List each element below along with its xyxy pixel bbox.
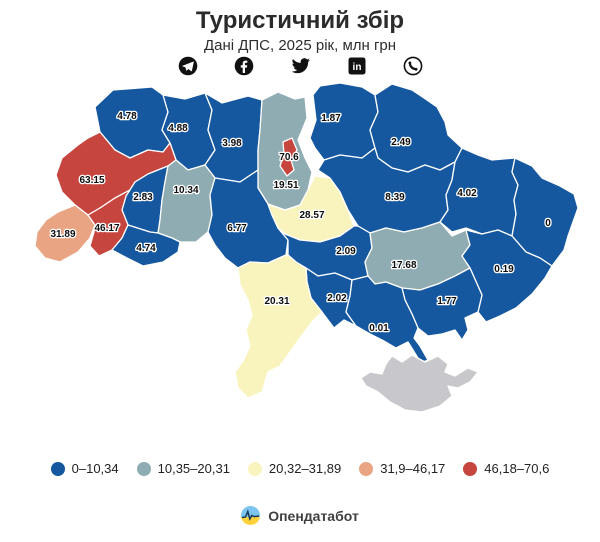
brand-name: Опендатабот [268, 507, 359, 524]
region-kyiv-city[interactable] [279, 137, 298, 177]
region-label-zhytomyr: 3.98 [222, 138, 242, 149]
legend-swatch [247, 461, 262, 476]
svg-text:in: in [352, 62, 361, 73]
region-label-rivne: 4.88 [168, 123, 188, 134]
legend-item: 46,18–70,6 [463, 461, 549, 476]
region-chernivtsi[interactable] [111, 224, 181, 267]
region-label-lviv: 63.15 [79, 175, 104, 186]
region-label-zaporizhzhia: 1.77 [437, 296, 457, 307]
viber-icon[interactable] [403, 56, 423, 76]
brand-footer[interactable]: Опендатабот [0, 506, 600, 525]
legend-item: 20,32–31,89 [247, 461, 342, 476]
legend-swatch [50, 461, 65, 476]
region-sumy[interactable] [369, 83, 463, 173]
region-label-kyiv-oblast: 19.51 [273, 180, 298, 191]
region-odesa[interactable] [234, 254, 323, 399]
region-crimea[interactable] [360, 354, 479, 413]
region-label-kirovohrad: 2.09 [336, 246, 356, 257]
region-label-ivano-frankivsk: 46.17 [94, 223, 119, 234]
region-label-ternopil: 2.83 [133, 192, 153, 203]
legend-item: 10,35–20,31 [136, 461, 230, 476]
social-icons-row: in [0, 56, 600, 76]
region-label-luhansk: 0 [545, 218, 551, 229]
legend-item: 0–10,34 [50, 461, 119, 476]
region-label-vinnytsia: 6.77 [227, 223, 247, 234]
region-label-kherson: 0.01 [369, 323, 389, 334]
twitter-icon[interactable] [290, 56, 311, 76]
map-value-labels: 4.78 4.88 3.98 19.51 70.6 1.87 2.49 63.1… [49, 110, 552, 336]
region-luhansk[interactable] [511, 157, 579, 267]
region-khmelnytskyi[interactable] [157, 159, 216, 243]
region-label-volyn: 4.78 [117, 111, 137, 122]
legend-swatch [136, 461, 151, 476]
region-label-chernivtsi: 4.74 [136, 243, 156, 254]
legend-label: 10,35–20,31 [157, 461, 230, 476]
region-label-chernihiv: 1.87 [321, 113, 341, 124]
region-label-dnipropetrovsk: 17.68 [391, 260, 416, 271]
linkedin-icon[interactable]: in [347, 56, 367, 76]
region-label-cherkasy: 28.57 [299, 210, 324, 221]
map-regions [34, 82, 579, 413]
page-title: Туристичний збір [195, 7, 405, 34]
region-label-sumy: 2.49 [391, 137, 411, 148]
page-subtitle: Дані ДПС, 2025 рік, млн грн [203, 37, 397, 54]
legend-item: 31,9–46,17 [359, 461, 445, 476]
region-chernihiv[interactable] [309, 82, 379, 161]
region-label-kharkiv: 4.02 [457, 188, 477, 199]
region-label-mykolaiv: 2.02 [327, 293, 347, 304]
legend-swatch [463, 461, 478, 476]
opendatabot-logo-icon [241, 506, 261, 525]
region-label-donetsk: 0.19 [494, 264, 514, 275]
region-label-kyiv-city: 70.6 [279, 152, 299, 163]
region-label-poltava: 8.39 [385, 192, 405, 203]
region-donetsk[interactable] [461, 229, 553, 323]
legend-swatch [359, 461, 374, 476]
region-label-odesa: 20.31 [264, 296, 289, 307]
legend-label: 20,32–31,89 [268, 461, 342, 476]
telegram-icon[interactable] [178, 56, 198, 76]
legend: 0–10,34 10,35–20,31 20,32–31,89 31,9–46,… [0, 461, 600, 476]
region-label-zakarpattia: 31.89 [50, 229, 75, 240]
legend-label: 0–10,34 [71, 461, 119, 476]
legend-label: 46,18–70,6 [484, 461, 550, 476]
region-label-khmelnytskyi: 10.34 [173, 185, 198, 196]
facebook-icon[interactable] [234, 56, 254, 76]
legend-label: 31,9–46,17 [380, 461, 446, 476]
